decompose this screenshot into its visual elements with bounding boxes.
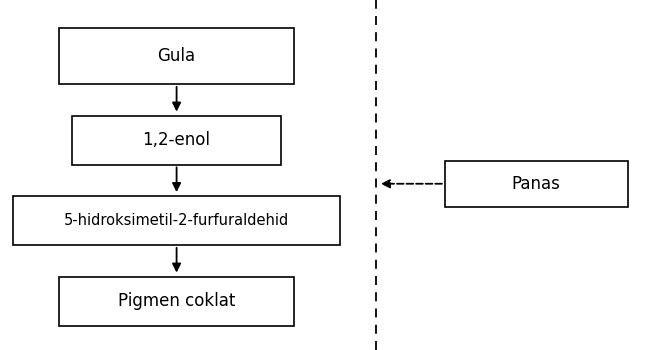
FancyBboxPatch shape bbox=[13, 196, 340, 245]
FancyBboxPatch shape bbox=[445, 161, 628, 206]
Text: Panas: Panas bbox=[512, 175, 560, 193]
FancyBboxPatch shape bbox=[59, 28, 294, 84]
Text: 1,2-enol: 1,2-enol bbox=[143, 131, 211, 149]
Text: Gula: Gula bbox=[158, 47, 196, 65]
Text: Pigmen coklat: Pigmen coklat bbox=[118, 292, 235, 310]
FancyBboxPatch shape bbox=[59, 276, 294, 326]
FancyBboxPatch shape bbox=[72, 116, 281, 164]
Text: 5-hidroksimetil-2-furfuraldehid: 5-hidroksimetil-2-furfuraldehid bbox=[64, 213, 289, 228]
